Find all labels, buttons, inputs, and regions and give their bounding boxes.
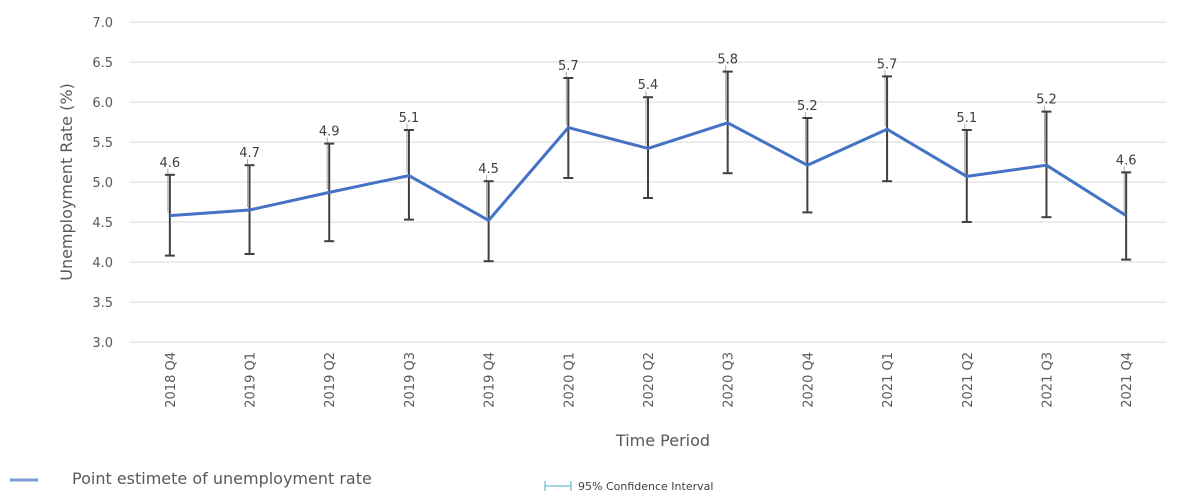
x-tick-label: 2019 Q2 [323, 352, 338, 408]
series-line [169, 121, 1127, 222]
x-tick-label: 2019 Q1 [244, 352, 259, 408]
legend-ci-swatch [544, 481, 572, 491]
x-tick-label: 2021 Q3 [1040, 352, 1055, 408]
legend-series-label: Point estimete of unemployment rate [72, 469, 372, 488]
data-label: 5.2 [1036, 93, 1057, 108]
y-tick-label: 7.0 [92, 16, 113, 31]
data-label: 5.1 [399, 111, 420, 126]
x-tick-label: 2021 Q1 [881, 352, 896, 408]
data-label: 5.7 [558, 59, 579, 74]
x-tick-label: 2020 Q4 [801, 352, 816, 408]
y-tick-label: 5.5 [92, 136, 113, 151]
y-axis-tick-labels: 3.0 3.5 4.0 4.5 5.0 5.5 6.0 6.5 7.0 [92, 16, 113, 351]
x-tick-label: 2019 Q4 [483, 352, 498, 408]
x-tick-label: 2021 Q4 [1120, 352, 1135, 408]
legend: Point estimete of unemployment rate 95% … [10, 469, 713, 491]
y-tick-label: 6.0 [92, 96, 113, 111]
data-label: 5.2 [797, 99, 818, 114]
x-tick-label: 2019 Q3 [403, 352, 418, 408]
data-label: 5.8 [717, 53, 738, 68]
x-tick-label: 2020 Q2 [642, 352, 657, 408]
x-tick-label: 2020 Q1 [562, 352, 577, 408]
data-label-leader-lines [167, 65, 1125, 218]
y-tick-label: 3.5 [92, 296, 113, 311]
y-tick-label: 3.0 [92, 336, 113, 351]
y-tick-label: 5.0 [92, 176, 113, 191]
y-tick-label: 4.5 [92, 216, 113, 231]
y-tick-label: 6.5 [92, 56, 113, 71]
legend-ci-label: 95% Confidence Interval [578, 480, 713, 491]
x-axis-title: Time Period [615, 431, 710, 450]
y-axis-title: Unemployment Rate (%) [57, 83, 76, 281]
x-axis-tick-labels: 2018 Q4 2019 Q1 2019 Q2 2019 Q3 2019 Q4 2020 … [164, 352, 1135, 408]
confidence-interval-bar [1121, 171, 1132, 261]
data-label: 4.6 [160, 156, 181, 171]
data-label: 5.1 [956, 111, 977, 126]
data-label: 4.7 [239, 146, 260, 161]
data-label: 4.6 [1116, 153, 1137, 168]
y-tick-label: 4.0 [92, 256, 113, 271]
data-label: 4.9 [319, 125, 340, 140]
data-label: 4.5 [478, 162, 499, 177]
data-labels: 4.6 4.7 4.9 5.1 4.5 5.7 5.4 5.8 5.2 5.7 5.1 5.2 4.6 [160, 53, 1137, 178]
data-label: 5.7 [877, 57, 898, 72]
data-label: 5.4 [638, 78, 659, 93]
series-line-layer [169, 121, 1127, 222]
x-tick-label: 2018 Q4 [164, 352, 179, 408]
x-tick-label: 2021 Q2 [961, 352, 976, 408]
x-tick-label: 2020 Q3 [722, 352, 737, 408]
confidence-interval-bars [164, 70, 1132, 263]
